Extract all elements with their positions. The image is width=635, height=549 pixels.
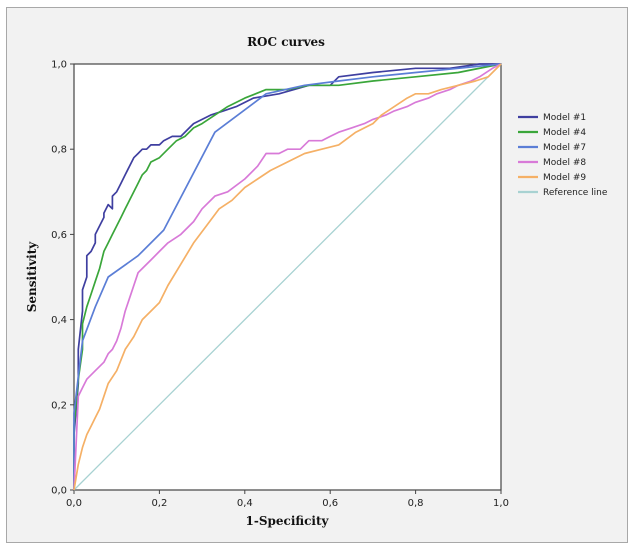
y-tick-label: 1,0	[51, 60, 67, 71]
roc-curve-model-1	[73, 63, 501, 490]
roc-curve-model-9	[73, 63, 502, 491]
y-axis-label: Sensitivity	[25, 241, 39, 313]
legend-label: Model #9	[543, 173, 586, 183]
x-axis-label: 1-Specificity	[246, 514, 330, 528]
legend: Model #1 Model #4 Model #7 Model #8 Model #9…	[518, 113, 608, 198]
legend-label: Model #4	[543, 128, 586, 138]
roc-curve-reference-line	[73, 63, 502, 491]
legend-label: Model #1	[543, 113, 586, 123]
y-tick-label: 0,4	[51, 315, 67, 326]
legend-label: Model #7	[543, 143, 586, 153]
y-tick-label: 0,6	[51, 230, 67, 241]
axis-ticks: 0,0 0,2 0,4 0,6 0,8 1,0 0,0 0,2 0,4 0,6 0,8 1,0	[51, 60, 509, 510]
x-tick-label: 0,4	[237, 498, 253, 509]
roc-curve-model-8	[73, 63, 502, 491]
legend-label: Reference line	[543, 188, 608, 198]
roc-curve-model-7	[73, 63, 502, 490]
x-tick-label: 1,0	[493, 498, 509, 509]
y-tick-label: 0,8	[51, 145, 67, 156]
x-tick-label: 0,8	[408, 498, 424, 509]
chart-title: ROC curves	[247, 35, 325, 49]
y-tick-label: 0,2	[51, 400, 67, 411]
legend-label: Model #8	[543, 158, 586, 168]
x-tick-label: 0,2	[151, 498, 167, 509]
x-tick-label: 0,6	[322, 498, 338, 509]
y-tick-label: 0,0	[51, 486, 67, 497]
roc-curves	[73, 63, 502, 491]
x-tick-label: 0,0	[66, 498, 82, 509]
